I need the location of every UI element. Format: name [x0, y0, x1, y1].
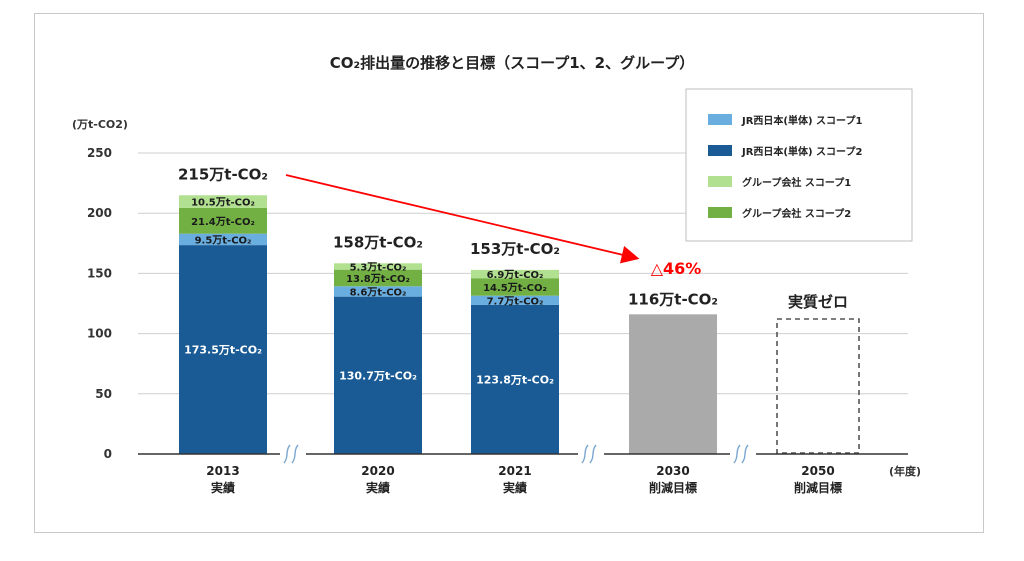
axis-break-mark: [283, 444, 291, 464]
y-tick-label: 50: [95, 387, 112, 401]
chart-title: CO₂排出量の推移と目標（スコープ1、2、グループ）: [330, 54, 694, 72]
y-axis-unit: (万t-CO2): [72, 118, 128, 131]
x-tick-sub: 実績: [503, 480, 527, 495]
bar-segment-label: 6.9万t-CO₂: [487, 269, 544, 281]
bar-total-label: 実質ゼロ: [788, 293, 848, 311]
bar-segment: [471, 278, 559, 296]
y-tick-label: 150: [87, 266, 112, 280]
bar-segment-label: 13.8万t-CO₂: [346, 273, 410, 285]
legend-label: グループ会社 スコープ2: [742, 207, 851, 220]
x-tick-year: 2030: [656, 464, 689, 478]
bar-segment-label: 173.5万t-CO₂: [184, 344, 262, 357]
bar-segment-label: 21.4万t-CO₂: [191, 216, 255, 228]
bar-total-label: 158万t-CO₂: [333, 233, 423, 251]
y-tick-label: 250: [87, 146, 112, 160]
legend-swatch: [708, 145, 732, 156]
x-tick-sub: 削減目標: [649, 480, 697, 495]
bar-segment: [179, 245, 267, 454]
bar-segment-label: 123.8万t-CO₂: [476, 373, 554, 386]
bar-segment-label: 5.3万t-CO₂: [350, 261, 407, 273]
bar-segment-label: 7.7万t-CO₂: [487, 295, 544, 307]
target-2050-outline: [776, 318, 860, 454]
bar-segment: [179, 233, 267, 246]
bar-segment: [334, 269, 422, 287]
bar-total-label: 215万t-CO₂: [178, 165, 268, 183]
x-axis-unit: (年度): [889, 464, 921, 478]
axis-break-mark: [733, 444, 741, 464]
axis-break-mark: [741, 444, 749, 464]
y-tick-label: 200: [87, 206, 112, 220]
bar-segment-label: 8.6万t-CO₂: [350, 286, 407, 298]
axis-break-mark: [291, 444, 299, 464]
bar-segment: [334, 286, 422, 297]
legend-label: JR西日本(単体) スコープ1: [741, 114, 862, 127]
axis-break-mark: [589, 444, 597, 464]
y-tick-label: 100: [87, 327, 112, 341]
axis-break-mask: [280, 446, 306, 462]
legend-label: JR西日本(単体) スコープ2: [741, 145, 862, 158]
reduction-arrow: [285, 174, 640, 264]
bar-segment: [471, 269, 559, 279]
x-tick-year: 2050: [801, 464, 834, 478]
target-2030-bar: [629, 314, 717, 454]
legend-swatch: [708, 114, 732, 125]
legend-swatch: [708, 176, 732, 187]
y-tick-label: 0: [104, 447, 112, 461]
bar-segment: [471, 295, 559, 305]
axis-break-mark: [581, 444, 589, 464]
bar-total-label: 116万t-CO₂: [628, 290, 718, 308]
bar-segment-label: 10.5万t-CO₂: [191, 197, 255, 209]
bar-segment-label: 130.7万t-CO₂: [339, 369, 417, 382]
x-tick-year: 2021: [498, 464, 531, 478]
x-tick-year: 2020: [361, 464, 394, 478]
bar-segment: [334, 263, 422, 270]
axis-break-mask: [578, 446, 604, 462]
x-tick-sub: 削減目標: [794, 480, 842, 495]
bar-segment: [471, 304, 559, 454]
legend-swatch: [708, 207, 732, 218]
bar-segment: [334, 296, 422, 454]
chart-frame: [34, 13, 984, 533]
bar-segment-label: 14.5万t-CO₂: [483, 282, 547, 294]
x-tick-year: 2013: [206, 464, 239, 478]
x-tick-sub: 実績: [211, 480, 235, 495]
bar-total-label: 153万t-CO₂: [470, 240, 560, 258]
legend-label: グループ会社 スコープ1: [742, 176, 851, 189]
x-tick-sub: 実績: [366, 480, 390, 495]
bar-segment-label: 9.5万t-CO₂: [195, 234, 252, 246]
bar-segment: [179, 207, 267, 234]
bar-segment: [179, 195, 267, 208]
axis-break-mask: [730, 446, 756, 462]
reduction-annotation: △46%: [651, 259, 702, 278]
